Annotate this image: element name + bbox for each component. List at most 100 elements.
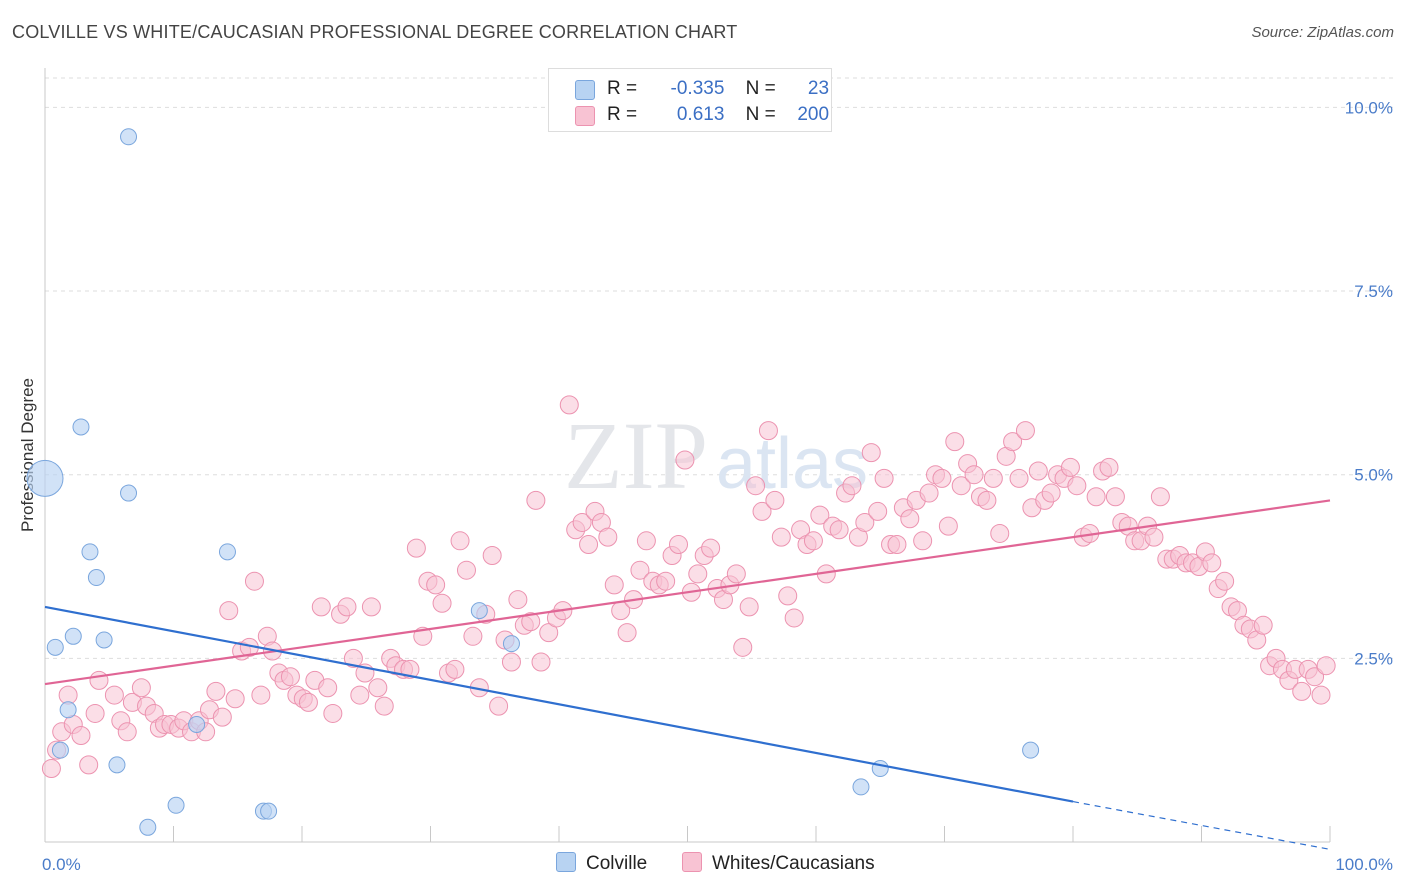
point-colville (188, 715, 206, 733)
point-whites-caucasians (733, 637, 753, 657)
point-whites-caucasians (521, 612, 541, 632)
point-whites-caucasians (874, 468, 894, 488)
point-whites-caucasians (219, 601, 239, 621)
point-whites-caucasians (212, 707, 232, 727)
point-whites-caucasians (225, 689, 245, 709)
point-whites-caucasians (983, 468, 1003, 488)
chart-source: Source: ZipAtlas.com (1251, 24, 1394, 41)
point-whites-caucasians (1060, 457, 1080, 477)
point-whites-caucasians (311, 597, 331, 617)
n-value: 23 (807, 78, 830, 99)
point-colville (167, 796, 185, 814)
point-whites-caucasians (1150, 487, 1170, 507)
trend-lines (44, 499, 1331, 850)
point-whites-caucasians (771, 527, 791, 547)
point-whites-caucasians (1292, 681, 1312, 701)
point-whites-caucasians (688, 564, 708, 584)
point-whites-caucasians (739, 597, 759, 617)
stats-row-whites: R = 0.613 N = 200 (549, 102, 831, 128)
point-whites-caucasians (868, 501, 888, 521)
point-colville (1022, 741, 1040, 759)
point-whites-caucasians (1003, 432, 1023, 452)
stats-row-colville: R = -0.335 N = 23 (549, 76, 831, 102)
point-colville (120, 484, 138, 502)
x-tick-label: 100.0% (1335, 855, 1393, 874)
point-whites-caucasians (1305, 667, 1325, 687)
point-whites-caucasians (432, 593, 452, 613)
point-whites-caucasians (361, 597, 381, 617)
n-label: N = (745, 104, 776, 125)
point-whites-caucasians (913, 531, 933, 551)
point-whites-caucasians (508, 590, 528, 610)
point-whites-caucasians (855, 512, 875, 532)
point-whites-caucasians (758, 421, 778, 441)
whites-swatch (575, 106, 595, 126)
point-whites-caucasians (1067, 476, 1087, 496)
point-colville (87, 569, 105, 587)
point-whites-caucasians (531, 652, 551, 672)
point-colville (64, 627, 82, 645)
point-whites-caucasians (1086, 487, 1106, 507)
point-whites-caucasians (675, 450, 695, 470)
point-colville (260, 802, 278, 820)
axes (44, 68, 1331, 843)
point-whites-caucasians (784, 608, 804, 628)
point-whites-caucasians (559, 395, 579, 415)
point-whites-caucasians (1028, 461, 1048, 481)
point-whites-caucasians (746, 476, 766, 496)
point-whites-caucasians (85, 703, 105, 723)
legend-label-colville: Colville (586, 853, 648, 874)
point-whites-caucasians (280, 667, 300, 687)
point-whites-caucasians (489, 696, 509, 716)
legend-item-colville: Colville (556, 852, 647, 875)
point-whites-caucasians (579, 534, 599, 554)
point-whites-caucasians (636, 531, 656, 551)
point-whites-caucasians (669, 534, 689, 554)
point-whites-caucasians (598, 527, 618, 547)
point-whites-caucasians (701, 538, 721, 558)
n-value: 200 (797, 104, 830, 125)
point-colville (51, 741, 69, 759)
point-colville (26, 459, 64, 497)
y-tick-label: 7.5% (1354, 282, 1393, 301)
y-tick-label: 5.0% (1354, 466, 1393, 485)
y-tick-label: 2.5% (1354, 649, 1393, 668)
point-whites-caucasians (318, 678, 338, 698)
legend-swatch-colville (556, 852, 576, 872)
point-whites-caucasians (778, 586, 798, 606)
point-whites-caucasians (726, 564, 746, 584)
point-whites-caucasians (964, 465, 984, 485)
point-whites-caucasians (104, 685, 124, 705)
point-whites-caucasians (829, 520, 849, 540)
x-tick-label: 0.0% (42, 855, 81, 874)
y-tick-label: 10.0% (1345, 98, 1393, 117)
chart-title: COLVILLE VS WHITE/CAUCASIAN PROFESSIONAL… (12, 22, 738, 42)
point-whites-caucasians (990, 523, 1010, 543)
point-whites-caucasians (604, 575, 624, 595)
point-whites-caucasians (842, 476, 862, 496)
point-whites-caucasians (463, 626, 483, 646)
point-whites-caucasians (1009, 468, 1029, 488)
point-whites-caucasians (298, 692, 318, 712)
point-whites-caucasians (1105, 487, 1125, 507)
point-whites-caucasians (630, 560, 650, 580)
point-whites-caucasians (1144, 527, 1164, 547)
point-whites-caucasians (810, 505, 830, 525)
point-whites-caucasians (456, 560, 476, 580)
point-whites-caucasians (89, 670, 109, 690)
point-whites-caucasians (1316, 656, 1336, 676)
watermark: ZIP atlas (564, 402, 868, 509)
point-whites-caucasians (932, 468, 952, 488)
point-whites-caucasians (323, 703, 343, 723)
trend-line-whites (44, 499, 1331, 686)
point-whites-caucasians (1253, 615, 1273, 635)
point-whites-caucasians (117, 722, 137, 742)
n-label: N = (745, 78, 776, 99)
point-colville (46, 638, 64, 656)
point-whites-caucasians (343, 648, 363, 668)
point-whites-caucasians (368, 678, 388, 698)
point-whites-caucasians (1015, 421, 1035, 441)
point-whites-caucasians (656, 571, 676, 591)
trend-line-colville (44, 605, 1074, 803)
point-whites-caucasians (131, 678, 151, 698)
